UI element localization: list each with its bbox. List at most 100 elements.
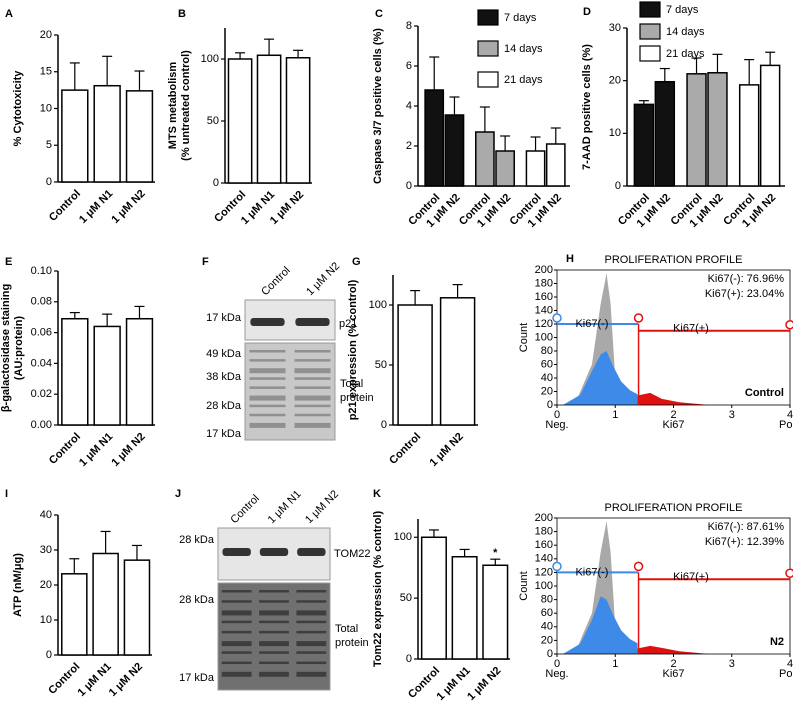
protein-band [294,386,331,389]
y-tick-label: 6 [406,60,412,72]
x-end-label: Neg. [545,668,568,680]
lane-label: 1 μM N2 [303,488,341,526]
protein-band [296,600,327,603]
bar [61,317,89,426]
y-tick-label: 0 [46,649,52,661]
loading-label: protein [335,637,369,649]
protein-band [296,630,327,634]
bar [482,564,509,660]
x-end-label: Neg. [545,419,568,431]
lane-label: 1 μM N2 [304,260,342,298]
y-tick-label: 160 [535,291,553,303]
y-axis-label: p21 expression (% control) [347,279,359,420]
gate-handle [552,561,562,572]
y-tick-label: 100 [535,580,553,592]
x-tick-label: 0 [554,658,560,670]
y-tick-label: 180 [535,526,553,538]
protein-band [259,610,289,616]
legend-pos: Ki67(+): 23.04% [705,288,784,300]
protein-band [249,350,286,353]
annotation: * [493,547,498,559]
legend-neg: Ki67(-): 76.96% [708,273,785,285]
bar [633,103,655,187]
protein-band [221,641,252,647]
y-tick-label: 10 [40,102,52,114]
bar [495,150,515,187]
y-tick-label: 10 [40,614,52,626]
y-tick-label: 30 [609,22,621,34]
y-tick-label: 180 [535,277,553,289]
y-tick-label: 120 [535,566,553,578]
x-tick-label: 4 [787,409,793,421]
y-tick-label: 8 [406,20,412,32]
kda-label: 28 kDa [179,594,215,606]
legend-swatch [639,45,661,62]
protein-band [249,395,286,401]
legend-swatch [639,1,661,18]
legend-label: 21 days [504,74,543,86]
y-tick-label: 120 [535,318,553,330]
ki67-neg-area [562,596,638,654]
x-tick-label: 1 μM N1 [75,661,113,699]
y-tick-label: 100 [394,531,412,543]
protein-band [249,368,286,374]
flow-title: PROLIFERATION PROFILE [605,502,743,514]
y-tick-label: 50 [207,115,219,127]
y-axis-label: % Cytotoxicity [12,70,24,147]
y-tick-label: 15 [40,66,52,78]
y-tick-label: 0.00 [31,419,52,431]
bar [420,536,447,660]
y-tick-label: 40 [541,372,553,384]
protein-band [294,377,331,380]
x-tick-label: 0 [554,409,560,421]
y-tick-label: 100 [201,53,219,65]
y-tick-label: 20 [40,579,52,591]
y-tick-label: 0 [46,176,52,188]
protein-band [259,600,289,603]
panel-letter: H [566,253,574,265]
legend-label: 7 days [504,12,537,24]
y-tick-label: 140 [535,304,553,316]
protein-band [294,413,331,417]
y-tick-label: 0 [213,177,219,189]
legend-label: 14 days [666,26,705,38]
y-tick-label: 200 [535,512,553,524]
protein-band [296,610,327,616]
bar [123,559,151,656]
protein-band [296,590,327,593]
gate-handle [785,568,793,578]
loading-label: Total [340,378,363,390]
y-axis-label: 7-AAD positive cells (%) [581,44,593,170]
gate-handle [785,320,793,330]
y-tick-label: 200 [535,264,553,276]
panel-letter: E [5,256,12,268]
y-tick-label: 50 [375,359,387,371]
y-axis-label: Caspase 3/7 positive cells (%) [372,28,384,184]
bar [738,84,760,187]
legend-label: 21 days [666,48,705,60]
gate-label: Ki67(+) [673,323,709,335]
x-axis-label: Ki67 [662,668,684,680]
bar [444,114,465,187]
legend-label: 7 days [666,4,699,16]
panel-letter: F [202,256,209,268]
protein-band [259,620,289,624]
y-tick-label: 100 [535,331,553,343]
protein-band [221,661,252,665]
protein-band [221,630,252,634]
legend-pos: Ki67(+): 12.39% [705,536,784,548]
bar [545,143,566,187]
band [250,318,285,326]
x-tick-label: 1 μM N1 [77,188,115,226]
protein-band [259,651,289,654]
legend-swatch [639,23,661,40]
protein-band [294,404,331,408]
panel-letter: D [583,6,591,18]
y-tick-label: 30 [40,544,52,556]
protein-band [259,671,289,677]
panel-letter: I [5,488,8,500]
legend-swatch [477,40,499,57]
gate-handle [633,313,644,323]
bar [285,57,311,184]
x-end-label: Pos. [779,668,793,680]
